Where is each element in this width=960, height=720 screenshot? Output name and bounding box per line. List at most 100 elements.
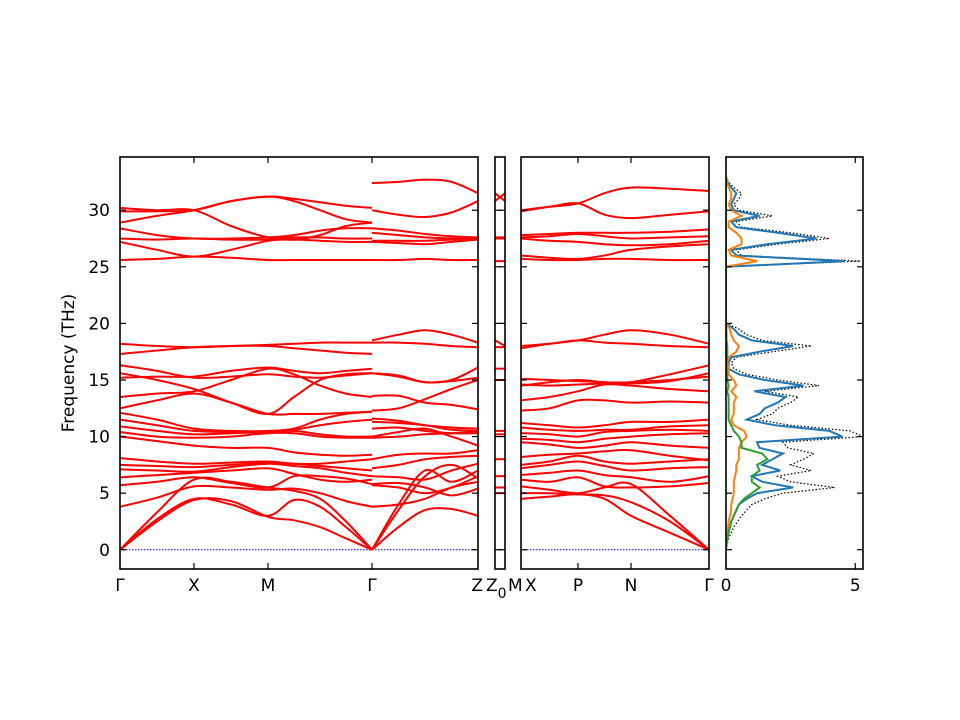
- phonon-band: [120, 366, 373, 379]
- phonon-band: [521, 228, 709, 237]
- phonon-band: [120, 344, 373, 355]
- dos-curve-partial-3: [726, 176, 769, 550]
- phonon-band: [120, 367, 373, 398]
- phonon-band: [120, 497, 373, 551]
- phonon-band: [521, 454, 709, 466]
- panel-frame: [119, 156, 479, 570]
- phonon-band: [371, 341, 478, 349]
- y-tick-label: 20: [88, 314, 110, 334]
- phonon-band: [371, 366, 478, 384]
- label-text: Z: [471, 576, 483, 596]
- phonon-band: [120, 364, 373, 380]
- y-tick-label: 25: [88, 258, 110, 278]
- phonon-band: [371, 329, 478, 344]
- phonon-band: [120, 484, 373, 508]
- phonon-band: [521, 237, 709, 247]
- y-axis-label: Frequency (THz): [59, 294, 79, 433]
- phonon-band: [371, 462, 478, 481]
- phonon-band: [521, 243, 709, 260]
- high-symmetry-point-label: X: [525, 576, 537, 596]
- phonon-band: [521, 441, 709, 449]
- panel-frame: [725, 156, 864, 570]
- phonon-band: [120, 341, 372, 349]
- phonon-band: [120, 195, 373, 213]
- phonon-band: [120, 467, 373, 483]
- phonon-band: [521, 492, 709, 551]
- phonon-band: [120, 431, 373, 439]
- band-panel-0: Γ X M Γ Z 0 5 10 15 20 25 30: [88, 156, 483, 596]
- phonon-band: [521, 339, 709, 349]
- label-text: Γ: [704, 576, 714, 596]
- phonon-band: [521, 476, 709, 489]
- phonon-band: [371, 227, 478, 239]
- phonon-band: [371, 178, 478, 195]
- label-text: X: [188, 576, 200, 596]
- phonon-band: [521, 469, 709, 483]
- phonon-band: [371, 427, 478, 447]
- phonon-band: [371, 231, 478, 240]
- phonon-band: [120, 392, 373, 416]
- phonon-band: [371, 468, 478, 551]
- phonon-band: [521, 493, 709, 551]
- phonon-band: [521, 232, 709, 240]
- label-text: Γ: [367, 576, 377, 596]
- y-tick-label: 30: [88, 201, 110, 221]
- phonon-band: [120, 236, 373, 241]
- high-symmetry-point-label: M: [508, 576, 523, 596]
- phonon-band: [371, 200, 478, 219]
- label-text: Γ: [115, 576, 125, 596]
- phonon-band: [120, 497, 373, 551]
- dos-curve-partial-1: [726, 175, 845, 550]
- phonon-band: [371, 379, 478, 412]
- high-symmetry-point-label: Γ: [704, 576, 714, 596]
- phonon-band: [495, 339, 505, 347]
- y-tick-label: 15: [88, 371, 110, 391]
- label-subscript: 0: [498, 586, 507, 602]
- phonon-band: [120, 462, 373, 478]
- phonon-band: [120, 238, 373, 258]
- label-text: P: [573, 576, 583, 596]
- label-text: M: [261, 576, 276, 596]
- y-tick-label: 0: [99, 541, 110, 561]
- high-symmetry-point-label: M: [261, 576, 276, 596]
- phonon-band: [120, 410, 373, 433]
- label-text: X: [525, 576, 537, 596]
- phonon-band: [120, 435, 373, 457]
- panel-frame: [494, 156, 506, 570]
- phonon-band: [371, 238, 478, 246]
- label-text: M: [508, 576, 523, 596]
- panel-frame: [520, 156, 710, 570]
- high-symmetry-point-label: P: [573, 576, 583, 596]
- phonon-band: [521, 432, 709, 444]
- dos-x-tick-label: 5: [850, 576, 861, 596]
- phonon-band: [120, 255, 372, 262]
- high-symmetry-point-label: Z0: [486, 576, 507, 602]
- phonon-band: [371, 507, 478, 551]
- phonon-band: [371, 257, 478, 262]
- phonon-band: [371, 394, 478, 411]
- phonon-band: [521, 448, 709, 462]
- phonon-band: [120, 461, 373, 472]
- label-text: Z: [486, 576, 498, 596]
- phonon-band: [521, 460, 709, 472]
- dos-x-tick-label: 0: [721, 576, 732, 596]
- phonon-band: [371, 449, 478, 461]
- phonon-band: [521, 372, 709, 385]
- phonon-band: [521, 398, 709, 412]
- phonon-band: [120, 206, 373, 241]
- phonon-band: [371, 475, 478, 495]
- y-tick-label: 10: [88, 428, 110, 448]
- phonon-band: [120, 418, 373, 434]
- high-symmetry-point-label: N: [625, 576, 638, 596]
- phonon-band: [521, 424, 709, 432]
- high-symmetry-point-label: Z: [471, 576, 483, 596]
- phonon-band: [371, 426, 478, 435]
- phonon-band: [120, 457, 373, 465]
- phonon-band: [371, 454, 478, 470]
- phonon-band: [521, 481, 709, 551]
- phonon-band: [521, 257, 709, 262]
- phonon-band: [521, 186, 709, 212]
